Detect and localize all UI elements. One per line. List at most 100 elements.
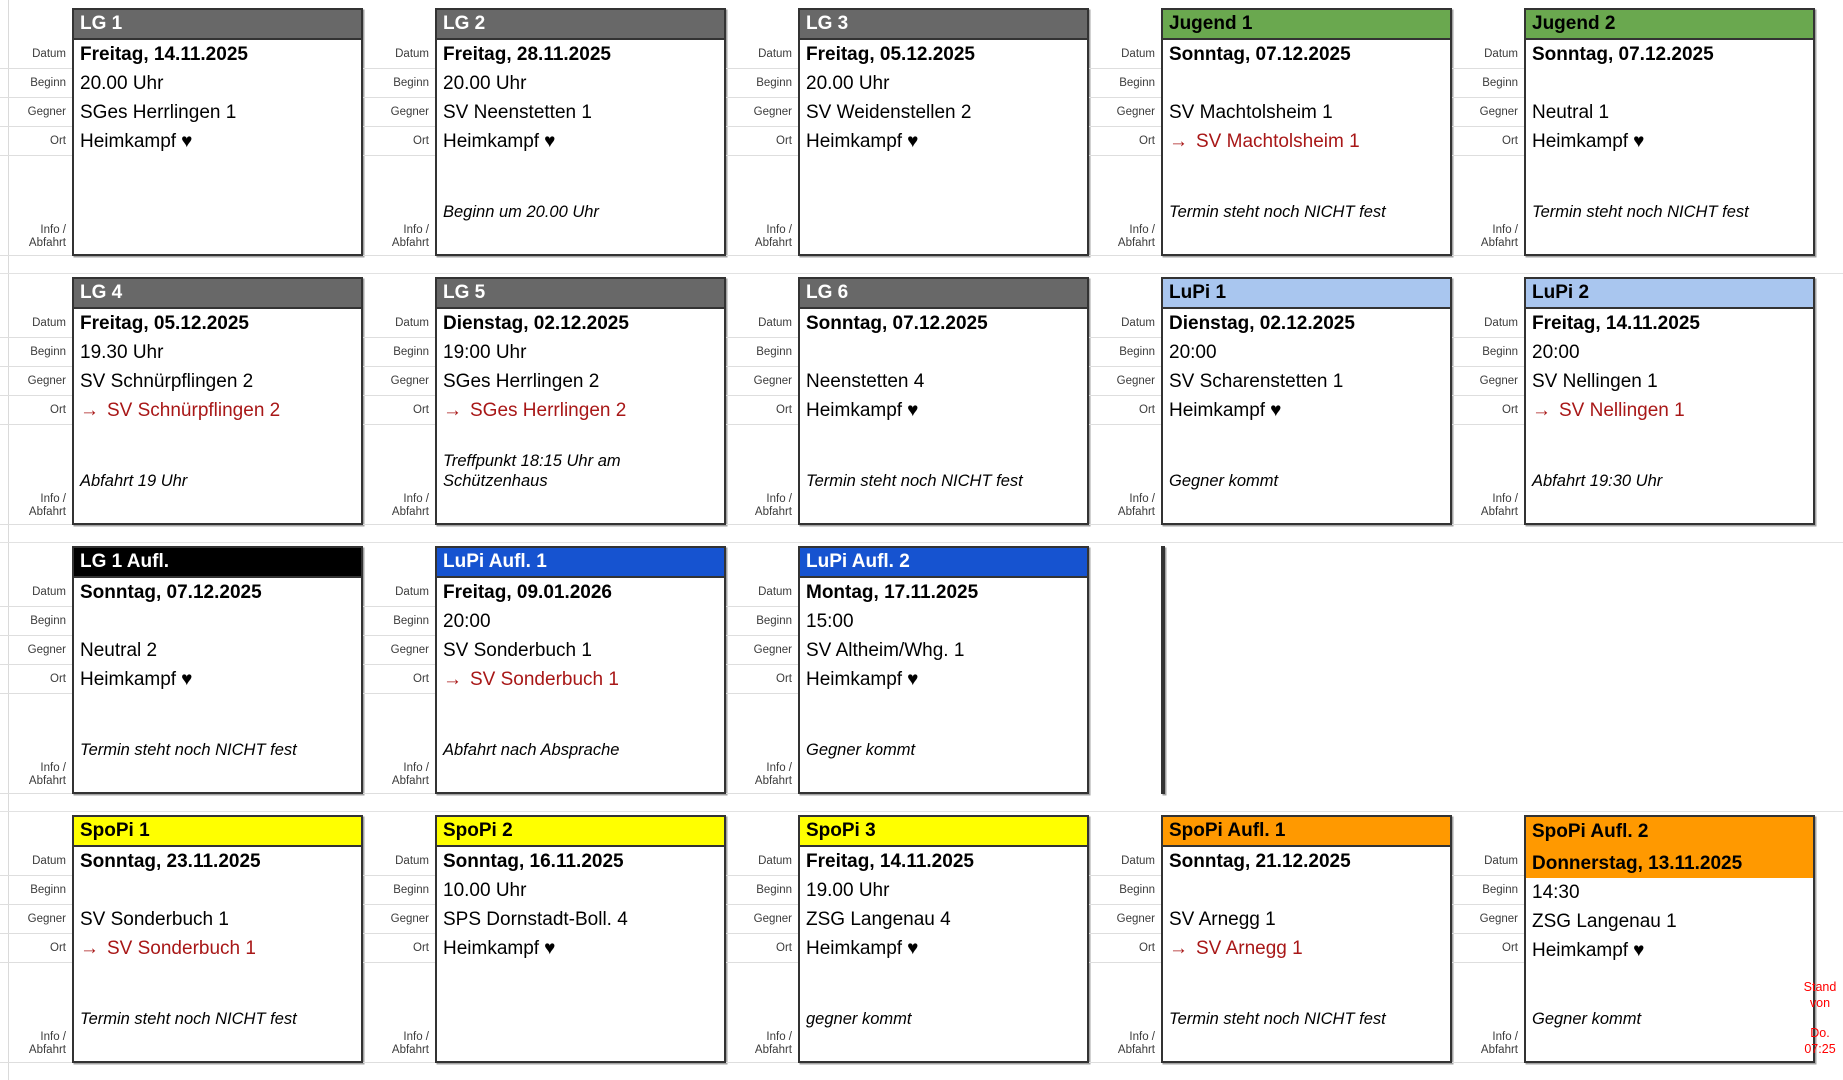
datum-label: Datum: [1089, 309, 1161, 338]
ort-text: SV Sonderbuch 1: [470, 669, 619, 690]
gutter-spacer: [363, 8, 435, 40]
gegner-label: Gegner: [0, 905, 72, 934]
info-abfahrt-label: Info / Abfahrt: [1089, 963, 1161, 1063]
card-body: LG 3 Freitag, 05.12.2025 20.00 Uhr SV We…: [798, 8, 1089, 256]
info-label-line2: Abfahrt: [1117, 237, 1155, 249]
ort-label: Ort: [0, 396, 72, 425]
gegner-label: Gegner: [363, 367, 435, 396]
datum-value: Dienstag, 02.12.2025: [443, 313, 629, 334]
info-value: Termin steht noch NICHT fest: [1169, 1010, 1386, 1028]
beginn-value: [1526, 69, 1813, 98]
empty-card-box: [1161, 546, 1165, 794]
gegner-label: Gegner: [1089, 367, 1161, 396]
ort-value: → SV Schnürpflingen 2: [74, 396, 361, 425]
ort-value: → SGes Herrlingen 2: [437, 396, 724, 425]
datum-value: Freitag, 14.11.2025: [806, 851, 974, 872]
datum-value: Sonntag, 16.11.2025: [443, 851, 624, 872]
beginn-label: Beginn: [1452, 876, 1524, 905]
card-header: LG 4: [74, 279, 361, 309]
info-value: Termin steht noch NICHT fest: [806, 472, 1023, 490]
card-header: LG 6: [800, 279, 1087, 309]
info-label-line1: Info /: [1129, 493, 1155, 505]
gutter-spacer: [726, 8, 798, 40]
beginn-value: 20.00 Uhr: [806, 73, 890, 94]
away-arrow-icon: →: [80, 400, 99, 421]
ort-value: Heimkampf ♥: [800, 127, 1087, 156]
beginn-label: Beginn: [0, 607, 72, 636]
row-label-gutter: Datum Beginn Gegner Ort Info / Abfahrt: [726, 815, 798, 1063]
ort-label: Ort: [363, 665, 435, 694]
datum-label: Datum: [726, 40, 798, 69]
team-name: Jugend 2: [1532, 13, 1616, 34]
gegner-label: Gegner: [1452, 905, 1524, 934]
ort-text: SV Schnürpflingen 2: [107, 400, 281, 421]
beginn-value: [74, 607, 361, 636]
ort-text: SV Sonderbuch 1: [107, 938, 256, 959]
info-label-line2: Abfahrt: [28, 237, 66, 249]
fixture-card: Datum Beginn Gegner Ort Info / Abfahrt S…: [0, 815, 363, 1063]
info-value: Gegner kommt: [806, 741, 916, 759]
row-label-gutter: Datum Beginn Gegner Ort Info / Abfahrt: [726, 8, 798, 256]
info-value: Abfahrt 19 Uhr: [80, 472, 188, 490]
team-name: Jugend 1: [1169, 13, 1253, 34]
fixture-card: Datum Beginn Gegner Ort Info / Abfahrt L…: [726, 277, 1089, 525]
ort-value: Heimkampf ♥: [1526, 127, 1813, 156]
info-value: gegner kommt: [806, 1010, 912, 1028]
gutter-spacer: [726, 546, 798, 578]
card-body: SpoPi 3 Freitag, 14.11.2025 19.00 Uhr ZS…: [798, 815, 1089, 1063]
home-heart-icon: ♥: [907, 131, 919, 152]
beginn-label: Beginn: [363, 876, 435, 905]
datum-label: Datum: [363, 309, 435, 338]
card-header: Jugend 2: [1526, 10, 1813, 40]
datum-value: Sonntag, 07.12.2025: [806, 313, 988, 334]
beginn-value: 14:30: [1532, 882, 1580, 903]
card-header: LuPi 1: [1163, 279, 1450, 309]
row-divider: [0, 542, 1843, 543]
info-label-line2: Abfahrt: [28, 506, 66, 518]
gegner-value: SPS Dornstadt-Boll. 4: [443, 909, 628, 930]
ort-text: Heimkampf: [806, 938, 903, 959]
datum-label: Datum: [0, 847, 72, 876]
card-body: LuPi 1 Dienstag, 02.12.2025 20:00 SV Sch…: [1161, 277, 1452, 525]
ort-value: Heimkampf ♥: [437, 934, 724, 963]
fixture-card: Datum Beginn Gegner Ort Info / Abfahrt L…: [726, 8, 1089, 256]
team-name: SpoPi 1: [80, 820, 150, 841]
stand-line: Do.: [1810, 1026, 1830, 1040]
row-divider: [0, 811, 1843, 812]
ort-text: Heimkampf: [806, 131, 903, 152]
ort-text: Heimkampf: [806, 669, 903, 690]
gutter-spacer: [0, 815, 72, 847]
fixture-card: Datum Beginn Gegner Ort Info / Abfahrt L…: [1089, 277, 1452, 525]
home-heart-icon: ♥: [907, 938, 919, 959]
gegner-label: Gegner: [726, 367, 798, 396]
beginn-label: Beginn: [726, 69, 798, 98]
fixture-card: Datum Beginn Gegner Ort Info / Abfahrt S…: [1089, 815, 1452, 1063]
team-name: LuPi 1: [1169, 282, 1227, 303]
datum-label: Datum: [726, 847, 798, 876]
info-label-line1: Info /: [40, 762, 66, 774]
away-arrow-icon: →: [1169, 131, 1188, 152]
info-abfahrt-label: Info / Abfahrt: [363, 694, 435, 794]
datum-value: Sonntag, 21.12.2025: [1169, 851, 1351, 872]
card-header: SpoPi 2: [437, 817, 724, 847]
datum-value: Sonntag, 07.12.2025: [1532, 44, 1714, 65]
home-heart-icon: ♥: [907, 400, 919, 421]
ort-value: → SV Sonderbuch 1: [437, 665, 724, 694]
info-label-line1: Info /: [1492, 1031, 1518, 1043]
gutter-spacer: [0, 8, 72, 40]
beginn-label: Beginn: [726, 338, 798, 367]
info-value: Termin steht noch NICHT fest: [1169, 203, 1386, 221]
row-label-gutter: Datum Beginn Gegner Ort Info / Abfahrt: [1452, 815, 1524, 1063]
info-label-line2: Abfahrt: [754, 506, 792, 518]
info-abfahrt-label: Info / Abfahrt: [1089, 156, 1161, 256]
ort-label: Ort: [1089, 127, 1161, 156]
beginn-label: Beginn: [1089, 876, 1161, 905]
info-label-line2: Abfahrt: [391, 775, 429, 787]
card-body: Jugend 1 Sonntag, 07.12.2025 SV Machtols…: [1161, 8, 1452, 256]
datum-label: Datum: [1089, 847, 1161, 876]
info-abfahrt-label: Info / Abfahrt: [0, 425, 72, 525]
gutter-spacer: [363, 546, 435, 578]
datum-value: Freitag, 09.01.2026: [443, 582, 612, 603]
info-label-line1: Info /: [40, 224, 66, 236]
gutter-spacer: [1089, 815, 1161, 847]
